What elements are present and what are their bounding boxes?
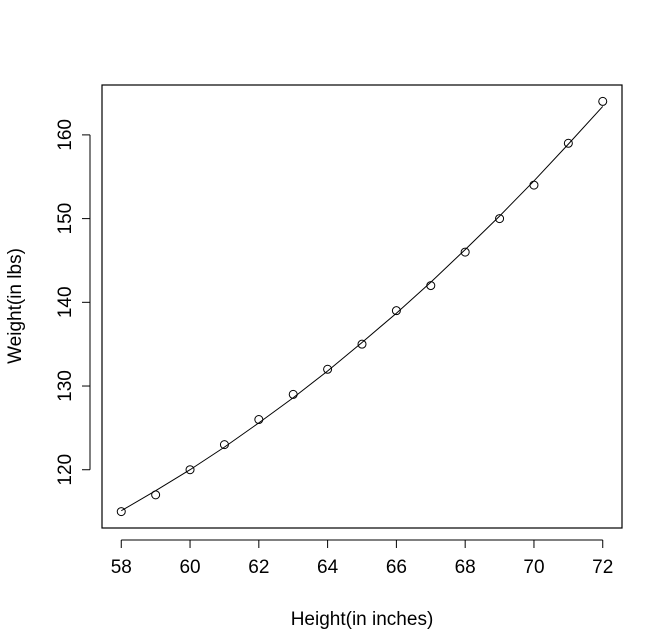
data-point <box>357 339 367 349</box>
data-point <box>529 180 539 190</box>
data-point <box>391 306 401 316</box>
data-point <box>185 465 195 475</box>
x-tick-label: 64 <box>317 557 339 578</box>
x-tick-label: 60 <box>179 557 200 578</box>
y-tick-label: 130 <box>55 370 76 402</box>
data-point <box>495 214 505 224</box>
data-point <box>563 138 573 148</box>
y-axis-label: Weight(in lbs) <box>5 248 26 364</box>
y-tick-label: 150 <box>55 203 76 235</box>
x-tick-label: 66 <box>386 557 407 578</box>
y-tick-label: 140 <box>55 286 76 318</box>
plot-frame <box>101 84 623 529</box>
x-tick-label: 62 <box>248 557 269 578</box>
x-axis-label: Height(in inches) <box>291 609 434 630</box>
x-tick-label: 68 <box>455 557 476 578</box>
x-tick-label: 70 <box>523 557 544 578</box>
data-point <box>598 96 608 106</box>
data-point <box>460 247 470 257</box>
fit-line <box>121 106 604 512</box>
data-point <box>323 364 333 374</box>
y-tick-label: 160 <box>55 119 76 151</box>
x-tick-label: 72 <box>592 557 613 578</box>
data-point <box>116 507 126 517</box>
x-tick-label: 58 <box>111 557 132 578</box>
y-tick-label: 120 <box>55 454 76 486</box>
